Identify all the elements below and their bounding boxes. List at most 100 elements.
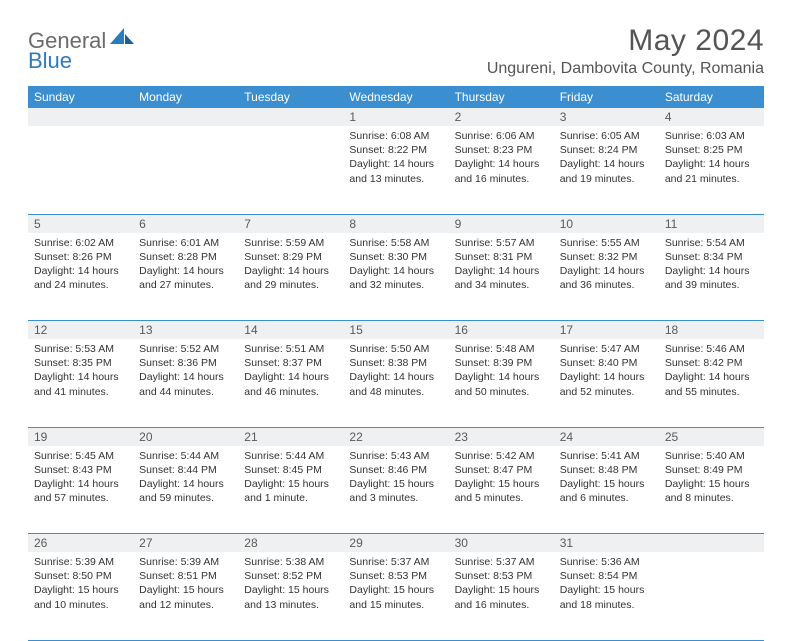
day-content-cell: Sunrise: 5:38 AMSunset: 8:52 PMDaylight:… xyxy=(238,552,343,640)
day-info-line: and 34 minutes. xyxy=(455,278,548,292)
day-info-line: Sunrise: 5:58 AM xyxy=(349,236,442,250)
day-info-line: Daylight: 15 hours xyxy=(139,583,232,597)
day-info-line: Sunset: 8:47 PM xyxy=(455,463,548,477)
day-info-line: Daylight: 14 hours xyxy=(34,370,127,384)
day-info-line: Sunset: 8:34 PM xyxy=(665,250,758,264)
day-info-line: Sunset: 8:35 PM xyxy=(34,356,127,370)
day-number-cell xyxy=(659,534,764,553)
day-info-line: and 16 minutes. xyxy=(455,172,548,186)
day-content-row: Sunrise: 5:45 AMSunset: 8:43 PMDaylight:… xyxy=(28,446,764,534)
day-info-line: and 36 minutes. xyxy=(560,278,653,292)
calendar-header-row: Sunday Monday Tuesday Wednesday Thursday… xyxy=(28,86,764,108)
day-content-row: Sunrise: 6:02 AMSunset: 8:26 PMDaylight:… xyxy=(28,233,764,321)
day-number-cell: 16 xyxy=(449,321,554,340)
day-info-line: and 18 minutes. xyxy=(560,598,653,612)
day-number-cell: 17 xyxy=(554,321,659,340)
day-info-line: Sunrise: 5:50 AM xyxy=(349,342,442,356)
day-content-cell: Sunrise: 5:40 AMSunset: 8:49 PMDaylight:… xyxy=(659,446,764,534)
day-info-line: Sunset: 8:45 PM xyxy=(244,463,337,477)
day-info-line: Sunrise: 5:38 AM xyxy=(244,555,337,569)
day-info-line: Sunrise: 5:59 AM xyxy=(244,236,337,250)
day-content-cell: Sunrise: 5:53 AMSunset: 8:35 PMDaylight:… xyxy=(28,339,133,427)
day-info-line: Sunrise: 5:44 AM xyxy=(139,449,232,463)
day-info-line: and 21 minutes. xyxy=(665,172,758,186)
day-info-line: Sunrise: 5:55 AM xyxy=(560,236,653,250)
day-number-row: 19202122232425 xyxy=(28,427,764,446)
day-number-cell: 11 xyxy=(659,214,764,233)
day-info-line: and 12 minutes. xyxy=(139,598,232,612)
day-info-line: and 15 minutes. xyxy=(349,598,442,612)
day-number-cell: 7 xyxy=(238,214,343,233)
day-info-line: Sunset: 8:52 PM xyxy=(244,569,337,583)
day-info-line: Sunset: 8:23 PM xyxy=(455,143,548,157)
day-info-line: Sunset: 8:40 PM xyxy=(560,356,653,370)
day-number-cell xyxy=(133,108,238,126)
day-content-cell xyxy=(28,126,133,214)
day-info-line: Sunrise: 5:54 AM xyxy=(665,236,758,250)
day-content-cell: Sunrise: 5:59 AMSunset: 8:29 PMDaylight:… xyxy=(238,233,343,321)
day-content-cell: Sunrise: 5:44 AMSunset: 8:45 PMDaylight:… xyxy=(238,446,343,534)
day-info-line: and 5 minutes. xyxy=(455,491,548,505)
day-info-line: Sunrise: 6:06 AM xyxy=(455,129,548,143)
day-info-line: Sunset: 8:54 PM xyxy=(560,569,653,583)
day-content-row: Sunrise: 5:53 AMSunset: 8:35 PMDaylight:… xyxy=(28,339,764,427)
weekday-header: Thursday xyxy=(449,86,554,108)
brand-part2: Blue xyxy=(28,48,72,73)
day-content-cell: Sunrise: 5:55 AMSunset: 8:32 PMDaylight:… xyxy=(554,233,659,321)
day-info-line: Daylight: 14 hours xyxy=(560,264,653,278)
day-number-cell: 10 xyxy=(554,214,659,233)
day-number-cell: 31 xyxy=(554,534,659,553)
day-content-cell xyxy=(133,126,238,214)
day-info-line: Sunrise: 5:44 AM xyxy=(244,449,337,463)
day-number-cell: 5 xyxy=(28,214,133,233)
day-info-line: and 3 minutes. xyxy=(349,491,442,505)
day-content-cell: Sunrise: 5:57 AMSunset: 8:31 PMDaylight:… xyxy=(449,233,554,321)
day-info-line: Sunset: 8:49 PM xyxy=(665,463,758,477)
day-number-cell: 25 xyxy=(659,427,764,446)
day-info-line: and 57 minutes. xyxy=(34,491,127,505)
weekday-header: Friday xyxy=(554,86,659,108)
day-info-line: and 46 minutes. xyxy=(244,385,337,399)
day-info-line: Daylight: 14 hours xyxy=(455,157,548,171)
day-number-cell: 24 xyxy=(554,427,659,446)
day-info-line: Sunset: 8:36 PM xyxy=(139,356,232,370)
day-info-line: Sunrise: 6:08 AM xyxy=(349,129,442,143)
day-content-cell: Sunrise: 5:52 AMSunset: 8:36 PMDaylight:… xyxy=(133,339,238,427)
day-number-row: 12131415161718 xyxy=(28,321,764,340)
day-info-line: and 1 minute. xyxy=(244,491,337,505)
day-number-row: 262728293031 xyxy=(28,534,764,553)
day-info-line: and 59 minutes. xyxy=(139,491,232,505)
day-info-line: Sunset: 8:39 PM xyxy=(455,356,548,370)
calendar-table: Sunday Monday Tuesday Wednesday Thursday… xyxy=(28,86,764,641)
day-info-line: Daylight: 14 hours xyxy=(455,264,548,278)
month-title: May 2024 xyxy=(487,24,764,58)
day-number-cell: 19 xyxy=(28,427,133,446)
day-number-cell xyxy=(28,108,133,126)
day-number-cell: 3 xyxy=(554,108,659,126)
day-number-cell: 15 xyxy=(343,321,448,340)
day-info-line: Sunset: 8:32 PM xyxy=(560,250,653,264)
day-content-cell xyxy=(238,126,343,214)
weekday-header: Monday xyxy=(133,86,238,108)
day-content-cell: Sunrise: 5:37 AMSunset: 8:53 PMDaylight:… xyxy=(449,552,554,640)
day-number-cell: 9 xyxy=(449,214,554,233)
day-info-line: and 39 minutes. xyxy=(665,278,758,292)
brand-part2-wrap: Blue xyxy=(28,48,72,74)
day-info-line: Sunset: 8:37 PM xyxy=(244,356,337,370)
day-info-line: Sunset: 8:25 PM xyxy=(665,143,758,157)
day-content-cell: Sunrise: 6:08 AMSunset: 8:22 PMDaylight:… xyxy=(343,126,448,214)
day-info-line: Sunrise: 5:45 AM xyxy=(34,449,127,463)
day-info-line: Daylight: 15 hours xyxy=(244,477,337,491)
day-content-cell: Sunrise: 5:39 AMSunset: 8:50 PMDaylight:… xyxy=(28,552,133,640)
day-info-line: and 13 minutes. xyxy=(244,598,337,612)
day-content-cell: Sunrise: 5:45 AMSunset: 8:43 PMDaylight:… xyxy=(28,446,133,534)
day-content-cell: Sunrise: 5:37 AMSunset: 8:53 PMDaylight:… xyxy=(343,552,448,640)
day-number-cell: 27 xyxy=(133,534,238,553)
location-subtitle: Ungureni, Dambovita County, Romania xyxy=(487,60,764,78)
day-info-line: Sunrise: 5:53 AM xyxy=(34,342,127,356)
day-content-cell: Sunrise: 6:03 AMSunset: 8:25 PMDaylight:… xyxy=(659,126,764,214)
day-content-cell xyxy=(659,552,764,640)
day-info-line: Sunset: 8:38 PM xyxy=(349,356,442,370)
weekday-header: Wednesday xyxy=(343,86,448,108)
day-info-line: and 8 minutes. xyxy=(665,491,758,505)
